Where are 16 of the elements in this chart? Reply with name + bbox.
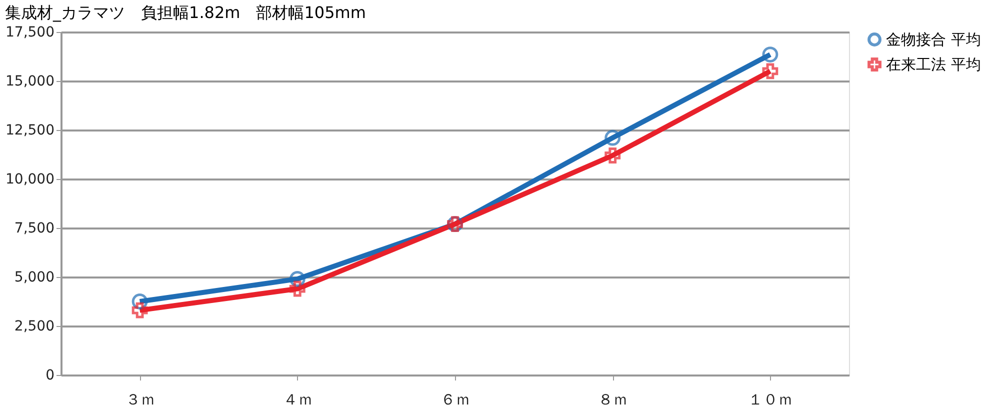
y-tick-label: 2,500: [14, 318, 54, 334]
x-tick-label: １０ｍ: [748, 390, 794, 408]
x-tick-label: ８ｍ: [598, 390, 628, 408]
y-tick-label: 7,500: [14, 220, 54, 236]
y-tick-label: 5,000: [14, 270, 54, 286]
y-tick-label: 15,000: [6, 74, 54, 90]
x-tick-label: ３ｍ: [125, 390, 156, 408]
x-tick-label: ４ｍ: [282, 390, 313, 408]
chart-title: 集成材_カラマツ 負担幅1.82m 部材幅105mm: [5, 3, 366, 22]
y-tick-label: 10,000: [6, 172, 54, 188]
x-tick-label: ６ｍ: [440, 390, 470, 408]
legend-label: 在来工法 平均: [886, 56, 981, 74]
y-tick-label: 12,500: [6, 122, 54, 138]
y-tick-label: 0: [46, 368, 54, 384]
y-tick-label: 17,500: [6, 24, 54, 40]
legend-label: 金物接合 平均: [886, 30, 981, 48]
